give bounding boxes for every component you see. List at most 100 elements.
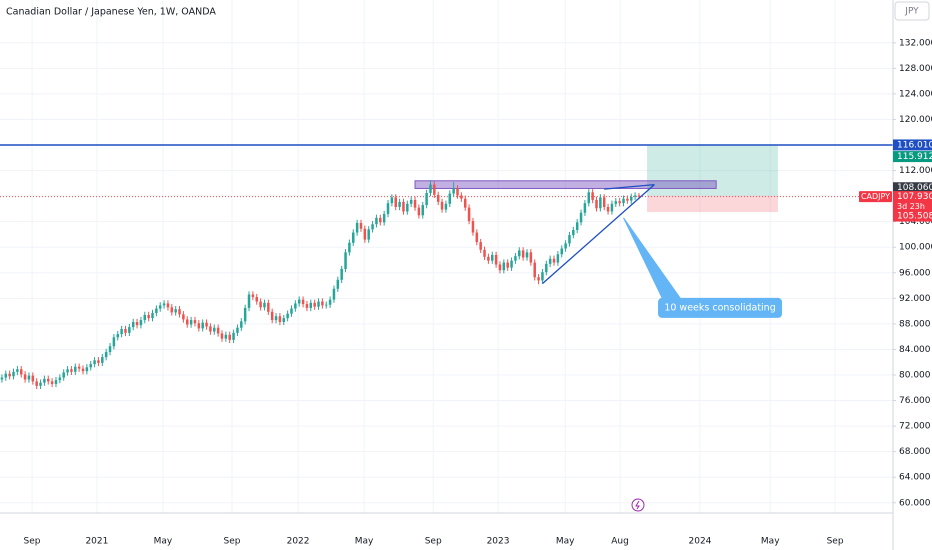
y-tick-label: 80.000 — [899, 371, 931, 381]
events-icon[interactable] — [631, 498, 645, 512]
candle-body — [487, 256, 490, 261]
candle-body — [93, 360, 96, 365]
candle-body — [278, 316, 282, 322]
candle-body — [108, 346, 112, 353]
candle-body — [58, 377, 62, 381]
candle-body — [294, 303, 297, 309]
candle-body — [54, 380, 58, 384]
candle-body — [135, 321, 139, 326]
candle-body — [614, 201, 618, 204]
candle-body — [19, 369, 23, 375]
price-label: 105.508 — [897, 212, 932, 222]
candle-body — [406, 203, 409, 212]
price-label: 107.930 — [897, 192, 932, 202]
x-tick-label: May — [154, 537, 173, 547]
candle-body — [626, 198, 629, 201]
candle-body — [475, 232, 479, 243]
candle-body — [413, 199, 417, 208]
candle-body — [251, 294, 255, 298]
price-label-bg — [893, 151, 932, 163]
candle-body — [263, 302, 266, 308]
candle-body — [112, 337, 116, 347]
candle-body — [444, 203, 448, 210]
candle-body — [402, 201, 405, 212]
candle-body — [622, 198, 625, 204]
candle-body — [270, 311, 274, 321]
candle-body — [66, 369, 69, 373]
candle-body — [243, 307, 247, 322]
candle-body — [440, 201, 444, 210]
candle-body — [394, 197, 397, 207]
candle-body — [282, 318, 286, 322]
candle-body — [213, 327, 216, 332]
candle-body — [583, 203, 587, 213]
candle-body — [556, 254, 560, 263]
currency-box[interactable] — [894, 1, 930, 21]
candle-body — [460, 195, 463, 199]
candle-body — [39, 382, 42, 386]
candle-body — [572, 229, 575, 236]
price-label-bg — [893, 139, 932, 151]
candle-body — [151, 313, 154, 319]
candle-body — [182, 314, 185, 320]
candle-body — [128, 327, 131, 333]
candle-body — [382, 214, 386, 223]
candle-body — [429, 184, 432, 193]
x-tick-label: 2024 — [689, 537, 712, 547]
candle-body — [301, 299, 305, 305]
candle-body — [456, 188, 459, 196]
candle-body — [521, 250, 525, 258]
candle-body — [367, 229, 370, 240]
candle-body — [309, 302, 313, 308]
candle-body — [490, 254, 494, 261]
candle-body — [89, 364, 92, 368]
candle-body — [591, 192, 594, 200]
candle-body — [224, 334, 228, 339]
candle-body — [116, 334, 120, 338]
x-tick-label: Aug — [611, 537, 629, 547]
candle-body — [433, 184, 436, 195]
candle-body — [471, 221, 475, 233]
candle-body — [629, 196, 633, 201]
x-tick-label: Sep — [827, 537, 844, 547]
candle-body — [286, 313, 289, 319]
candle-body — [359, 222, 363, 229]
candle-body — [274, 316, 278, 321]
candle-body — [162, 303, 166, 306]
candle-body — [564, 243, 567, 249]
candle-body — [43, 378, 46, 383]
candle-body — [506, 262, 509, 268]
x-tick-label: 2022 — [287, 537, 310, 547]
candle-body — [12, 371, 15, 377]
candle-body — [85, 367, 89, 372]
callout-text: 10 weeks consolidating — [664, 302, 775, 313]
candle-body — [409, 199, 413, 204]
x-tick-label: Sep — [425, 537, 442, 547]
symbol-label: CADJPY — [861, 192, 890, 201]
x-tick-label: Sep — [224, 537, 241, 547]
candle-body — [185, 319, 189, 325]
y-tick-label: 64.000 — [899, 473, 931, 483]
candle-body — [201, 322, 204, 329]
candle-body — [47, 378, 50, 382]
candle-body — [209, 326, 212, 332]
price-label-bg — [893, 182, 932, 194]
y-tick-label: 128.000 — [899, 64, 932, 74]
candle-body — [355, 222, 359, 233]
candle-body — [324, 304, 328, 306]
candle-body — [483, 249, 486, 257]
x-tick-label: May — [355, 537, 374, 547]
candle-body — [50, 381, 54, 384]
target-zone — [647, 145, 778, 196]
trendline — [604, 183, 655, 190]
candle-body — [170, 307, 174, 313]
candle-body — [16, 369, 19, 372]
candle-body — [104, 352, 108, 358]
candle-body — [514, 256, 517, 261]
candle-body — [189, 320, 193, 325]
candle-body — [62, 372, 65, 378]
candle-body — [155, 308, 158, 314]
countdown: 3d 23h — [897, 202, 925, 211]
y-tick-label: 132.000 — [899, 38, 932, 48]
